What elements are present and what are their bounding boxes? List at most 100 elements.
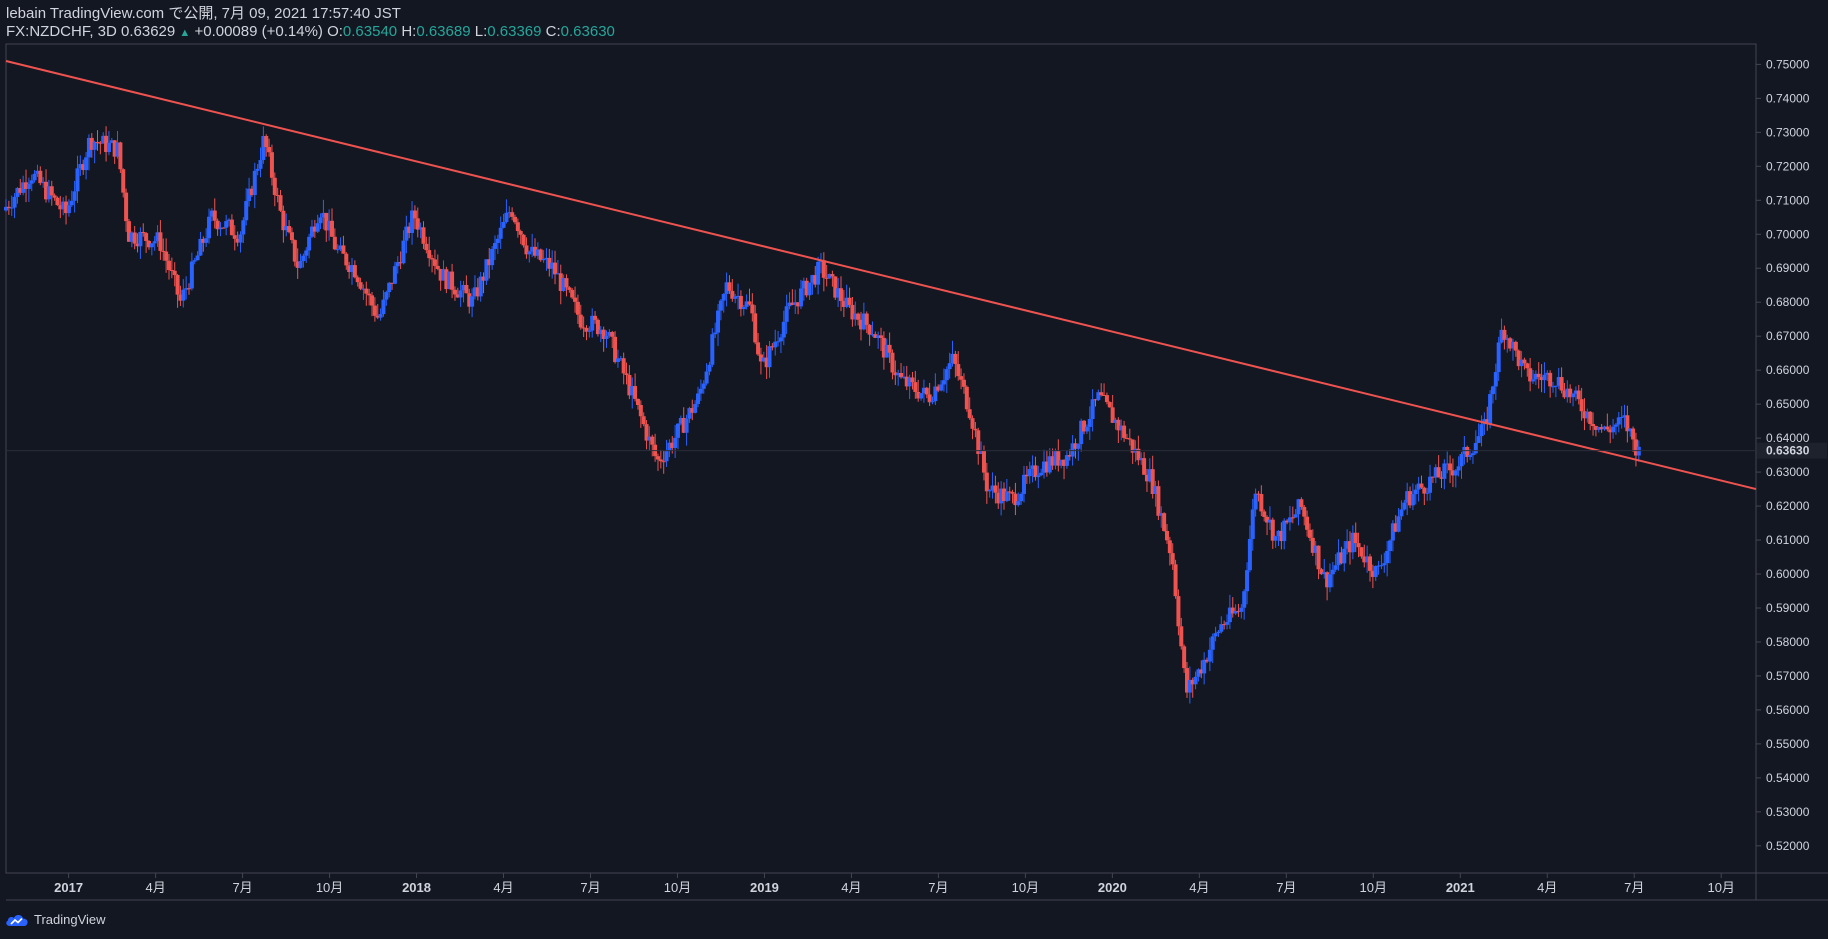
- candle: [1591, 412, 1596, 436]
- candle-body: [956, 364, 961, 377]
- candle: [1196, 668, 1201, 682]
- candle: [341, 235, 346, 254]
- candle: [613, 331, 618, 364]
- candle-body: [1253, 493, 1258, 510]
- price-tick-label: 0.66000: [1766, 363, 1810, 377]
- candle: [432, 249, 437, 275]
- candle: [249, 185, 254, 197]
- candle-body: [398, 262, 403, 264]
- candle-body: [721, 293, 726, 301]
- candles-layer: [4, 126, 1641, 704]
- candle: [438, 268, 443, 291]
- candle-body: [1127, 438, 1132, 440]
- candle-body: [347, 265, 352, 273]
- candle-body: [207, 216, 212, 239]
- price-tick-label: 0.68000: [1766, 295, 1810, 309]
- candle: [115, 130, 120, 159]
- candle: [1368, 553, 1373, 582]
- candle-body: [927, 394, 932, 403]
- candle: [1510, 338, 1515, 361]
- time-tick-label: 10月: [1707, 880, 1734, 895]
- price-tick-label: 0.60000: [1766, 567, 1810, 581]
- candle-body: [24, 182, 29, 189]
- candle-body: [904, 376, 909, 387]
- candle: [169, 257, 174, 279]
- candle-body: [1256, 493, 1261, 495]
- candle-body: [993, 485, 998, 493]
- candle: [1528, 357, 1533, 392]
- candle: [484, 259, 489, 285]
- candle: [515, 218, 520, 238]
- candle-body: [930, 401, 935, 403]
- candle: [1139, 452, 1144, 465]
- candle-body: [1219, 624, 1224, 632]
- candle: [827, 273, 832, 279]
- candle: [1502, 325, 1507, 350]
- candle-body: [535, 249, 540, 256]
- candle-body: [1453, 470, 1458, 476]
- candle: [418, 222, 423, 239]
- candle: [287, 220, 292, 234]
- candle-body: [444, 269, 449, 290]
- candle-body: [873, 334, 878, 338]
- candle: [733, 293, 738, 304]
- candle: [138, 227, 143, 259]
- candle: [910, 371, 915, 390]
- candle: [227, 218, 232, 227]
- candle-body: [567, 287, 572, 290]
- candle-body: [301, 255, 306, 262]
- candle-body: [744, 301, 749, 307]
- price-axis[interactable]: 0.75000 0.74000 0.73000 0.72000 0.71000 0.700…: [6, 57, 1827, 853]
- candle-body: [1159, 513, 1164, 516]
- candle: [384, 290, 389, 306]
- candle-body: [209, 210, 214, 217]
- candle: [69, 190, 74, 208]
- candle: [1379, 554, 1384, 570]
- candle: [1124, 433, 1129, 440]
- candle: [956, 351, 961, 381]
- candle: [541, 250, 546, 263]
- candle: [1013, 482, 1018, 516]
- tradingview-logo[interactable]: TradingView: [5, 912, 106, 927]
- candle-body: [1519, 359, 1524, 367]
- candle: [939, 380, 944, 392]
- candle-body: [378, 314, 383, 318]
- candle: [144, 232, 149, 253]
- candle-body: [327, 220, 332, 231]
- candle: [44, 169, 49, 203]
- candle: [678, 415, 683, 426]
- descending-trendline[interactable]: [5, 60, 1757, 491]
- candle-body: [41, 181, 46, 184]
- candle: [1104, 392, 1109, 405]
- candle-body: [1213, 633, 1218, 637]
- candle-body: [1016, 501, 1021, 506]
- candle: [641, 412, 646, 427]
- time-axis[interactable]: 2017 4月 7月 10月 2018 4月 7月 10月 2019 4月 7月 10月 2020 4月 7…: [54, 873, 1735, 895]
- candle-body: [32, 173, 37, 181]
- candle: [126, 218, 131, 242]
- candle-body: [284, 226, 289, 231]
- candle-body: [1150, 469, 1155, 495]
- candle-body: [1439, 477, 1444, 479]
- candle: [1199, 660, 1204, 679]
- candle: [1413, 484, 1418, 505]
- candle-body: [1513, 341, 1518, 351]
- candle: [244, 188, 249, 226]
- candle: [1256, 491, 1261, 502]
- candle-body: [212, 210, 217, 221]
- candle: [567, 286, 572, 293]
- candle: [1359, 547, 1364, 559]
- candle: [1287, 505, 1292, 531]
- candle-body: [1233, 610, 1238, 614]
- candle-body: [1408, 491, 1413, 506]
- candle: [575, 294, 580, 324]
- candle-body: [21, 182, 26, 193]
- close-value: 0.63630: [560, 23, 615, 40]
- candle-body: [987, 490, 992, 492]
- trendline-layer[interactable]: [5, 60, 1757, 491]
- candle-body: [1144, 474, 1149, 482]
- candle-body: [838, 288, 843, 301]
- candle: [533, 238, 538, 258]
- candle-body: [252, 170, 257, 196]
